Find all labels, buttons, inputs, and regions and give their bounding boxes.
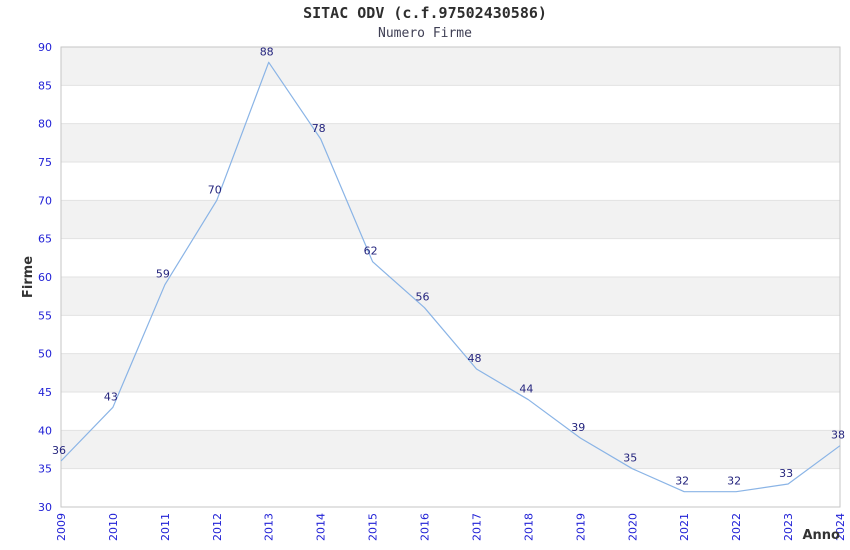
x-axis-title: Anno (802, 528, 840, 543)
x-tick-label: 2017 (471, 513, 484, 541)
y-tick-label: 75 (38, 156, 52, 169)
chart-band (61, 85, 840, 124)
chart-band (61, 277, 840, 316)
chart-band (61, 238, 840, 277)
x-tick-label: 2022 (730, 513, 743, 541)
data-point-label: 32 (675, 475, 689, 488)
plot-border (60, 46, 841, 508)
chart-band (61, 315, 840, 354)
x-tick-label: 2018 (522, 513, 535, 541)
x-tick-label: 2012 (211, 513, 224, 541)
data-point-label: 35 (623, 452, 637, 465)
data-point-label: 78 (312, 122, 326, 135)
chart-band (61, 353, 840, 392)
chart-band (61, 430, 840, 469)
x-tick-label: 2021 (678, 513, 691, 541)
chart-band (61, 468, 840, 507)
x-tick-label: 2013 (263, 513, 276, 541)
x-tick-label: 2009 (55, 513, 68, 541)
x-tick-label: 2019 (574, 513, 587, 541)
y-tick-label: 40 (38, 424, 52, 437)
x-tick-label: 2011 (159, 513, 172, 541)
x-tick-label: 2023 (782, 513, 795, 541)
y-tick-label: 85 (38, 79, 52, 92)
data-point-label: 39 (571, 421, 585, 434)
data-point-label: 88 (260, 45, 274, 58)
y-axis-title: Firme (21, 256, 36, 298)
y-tick-label: 80 (38, 118, 52, 131)
y-tick-label: 90 (38, 41, 52, 54)
y-tick-label: 55 (38, 309, 52, 322)
chart-band (61, 123, 840, 162)
y-tick-label: 70 (38, 194, 52, 207)
data-point-label: 38 (831, 429, 845, 442)
x-tick-label: 2016 (419, 513, 432, 541)
data-point-label: 62 (364, 245, 378, 258)
data-point-label: 33 (779, 467, 793, 480)
chart-band (61, 200, 840, 239)
x-tick-label: 2024 (834, 513, 847, 541)
y-tick-label: 30 (38, 501, 52, 514)
data-point-label: 70 (208, 183, 222, 196)
chart-subtitle: Numero Firme (378, 26, 472, 41)
data-point-label: 44 (519, 383, 533, 396)
y-tick-label: 65 (38, 233, 52, 246)
chart-title: SITAC ODV (c.f.97502430586) (303, 4, 547, 22)
chart-band (61, 392, 840, 431)
chart-band (61, 47, 840, 86)
data-point-label: 36 (52, 444, 66, 457)
y-tick-label: 50 (38, 348, 52, 361)
data-series-line (60, 61, 841, 493)
y-tick-label: 45 (38, 386, 52, 399)
chart-band (61, 162, 840, 201)
data-point-label: 43 (104, 390, 118, 403)
y-tick-label: 35 (38, 463, 52, 476)
data-point-label: 59 (156, 268, 170, 281)
x-tick-label: 2014 (315, 513, 328, 541)
data-point-label: 32 (727, 475, 741, 488)
data-point-label: 56 (416, 291, 430, 304)
data-point-label: 48 (468, 352, 482, 365)
x-tick-label: 2010 (107, 513, 120, 541)
x-tick-label: 2020 (626, 513, 639, 541)
x-tick-label: 2015 (367, 513, 380, 541)
y-tick-label: 60 (38, 271, 52, 284)
